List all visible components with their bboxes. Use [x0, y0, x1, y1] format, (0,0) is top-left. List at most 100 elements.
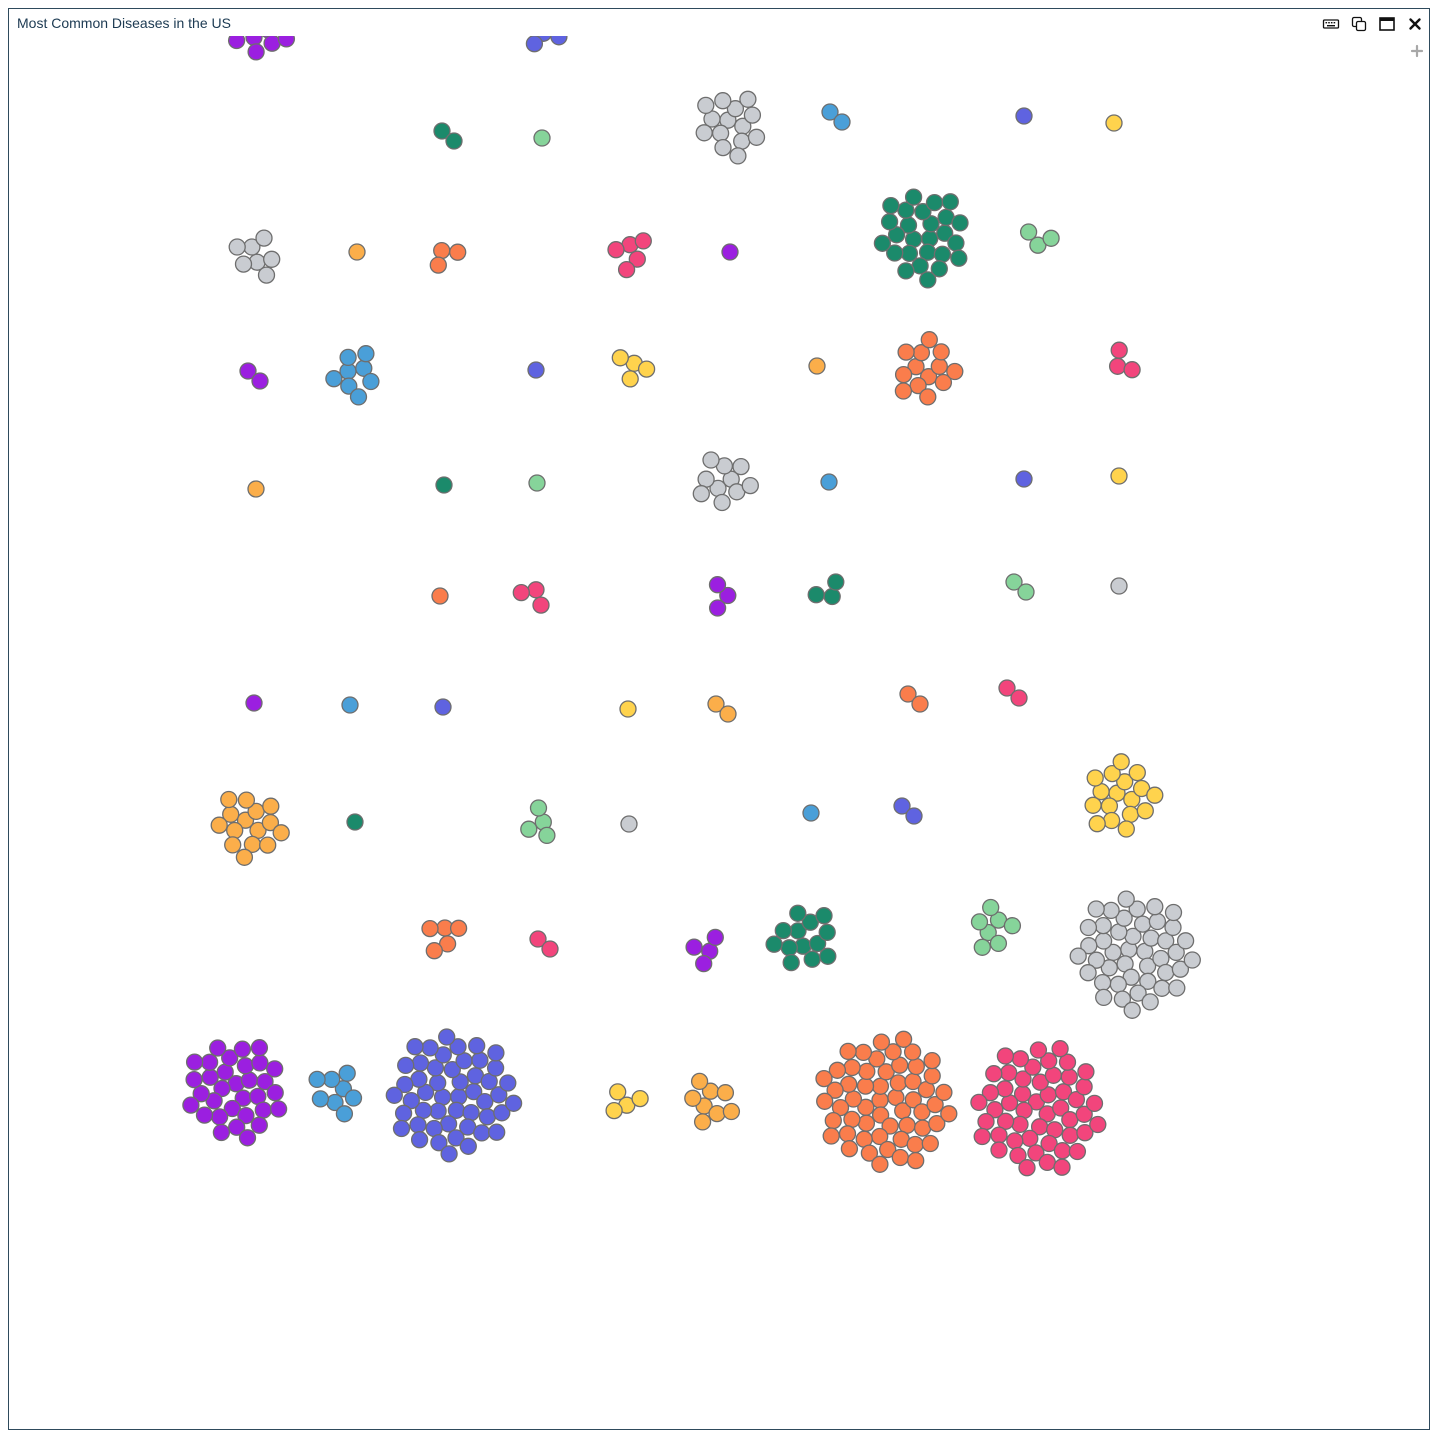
- data-point[interactable]: [237, 1106, 255, 1125]
- data-point[interactable]: [780, 939, 798, 957]
- data-point[interactable]: [923, 1051, 941, 1070]
- data-point[interactable]: [1141, 993, 1159, 1011]
- data-point[interactable]: [362, 372, 380, 391]
- data-point[interactable]: [255, 8, 271, 24]
- data-point[interactable]: [1128, 900, 1146, 918]
- data-point[interactable]: [914, 203, 932, 221]
- data-point[interactable]: [884, 1043, 902, 1061]
- data-point[interactable]: [692, 485, 710, 503]
- data-point[interactable]: [714, 138, 732, 157]
- data-point[interactable]: [394, 1104, 413, 1122]
- data-point[interactable]: [1176, 932, 1195, 950]
- data-point[interactable]: [706, 928, 724, 947]
- data-point[interactable]: [1017, 583, 1035, 601]
- data-point[interactable]: [323, 1070, 341, 1089]
- data-point[interactable]: [425, 942, 443, 960]
- data-point[interactable]: [1042, 229, 1060, 247]
- data-point[interactable]: [702, 451, 720, 469]
- data-point[interactable]: [989, 934, 1008, 953]
- data-point[interactable]: [946, 362, 964, 381]
- data-point[interactable]: [1040, 1134, 1058, 1153]
- data-point[interactable]: [904, 1091, 922, 1109]
- data-point[interactable]: [1015, 470, 1033, 488]
- data-point[interactable]: [449, 1038, 467, 1056]
- data-point[interactable]: [631, 1089, 649, 1108]
- data-point[interactable]: [894, 365, 913, 384]
- data-point[interactable]: [434, 698, 452, 716]
- data-point[interactable]: [1157, 932, 1175, 950]
- data-point[interactable]: [443, 1060, 461, 1079]
- data-point[interactable]: [1005, 573, 1023, 591]
- data-point[interactable]: [1146, 786, 1164, 804]
- data-point[interactable]: [1110, 341, 1128, 359]
- data-point[interactable]: [1040, 1052, 1058, 1070]
- data-point[interactable]: [429, 1102, 447, 1120]
- maximize-button[interactable]: [1377, 14, 1397, 34]
- data-point[interactable]: [1146, 898, 1164, 916]
- data-point[interactable]: [721, 243, 739, 261]
- data-point[interactable]: [545, 14, 561, 30]
- data-point[interactable]: [263, 250, 281, 268]
- data-point[interactable]: [719, 705, 737, 723]
- data-point[interactable]: [338, 1064, 356, 1082]
- data-point[interactable]: [245, 694, 263, 712]
- data-point[interactable]: [490, 1086, 508, 1104]
- data-point[interactable]: [255, 229, 273, 247]
- data-point[interactable]: [1058, 1053, 1077, 1071]
- data-point[interactable]: [541, 940, 559, 958]
- data-point[interactable]: [263, 35, 281, 52]
- data-point[interactable]: [637, 360, 656, 378]
- data-point[interactable]: [899, 685, 917, 703]
- data-point[interactable]: [1009, 1146, 1027, 1165]
- keyboard-button[interactable]: [1321, 14, 1341, 34]
- data-point[interactable]: [431, 587, 449, 605]
- data-point[interactable]: [256, 1072, 274, 1091]
- data-point[interactable]: [708, 576, 727, 594]
- copy-button[interactable]: [1349, 14, 1369, 34]
- data-point[interactable]: [823, 587, 841, 606]
- data-point[interactable]: [860, 1144, 879, 1162]
- data-point[interactable]: [1094, 916, 1112, 935]
- data-point[interactable]: [925, 193, 944, 212]
- data-point[interactable]: [808, 934, 827, 953]
- data-point[interactable]: [325, 370, 343, 388]
- data-point[interactable]: [1061, 1111, 1079, 1129]
- data-point[interactable]: [973, 1127, 991, 1146]
- data-point[interactable]: [1136, 802, 1154, 820]
- data-point[interactable]: [251, 372, 269, 390]
- data-point[interactable]: [998, 679, 1016, 697]
- data-point[interactable]: [339, 348, 357, 367]
- data-point[interactable]: [1027, 1144, 1045, 1162]
- data-point[interactable]: [807, 586, 825, 604]
- data-point[interactable]: [765, 935, 783, 953]
- data-point[interactable]: [1117, 820, 1135, 838]
- data-point[interactable]: [1085, 1094, 1104, 1113]
- data-point[interactable]: [838, 1125, 857, 1143]
- data-point[interactable]: [192, 1085, 210, 1103]
- data-point[interactable]: [833, 113, 851, 131]
- data-point[interactable]: [213, 1079, 231, 1098]
- data-point[interactable]: [831, 1098, 850, 1117]
- data-point[interactable]: [935, 1083, 953, 1102]
- data-point[interactable]: [822, 1127, 840, 1145]
- data-point[interactable]: [1121, 805, 1140, 824]
- data-point[interactable]: [713, 493, 731, 512]
- close-button[interactable]: [1405, 14, 1425, 34]
- data-point[interactable]: [1052, 1099, 1070, 1117]
- data-point[interactable]: [421, 1039, 439, 1057]
- data-point[interactable]: [349, 388, 368, 406]
- data-point[interactable]: [311, 1090, 330, 1108]
- data-point[interactable]: [1054, 1083, 1073, 1101]
- data-point[interactable]: [201, 1068, 219, 1086]
- data-point[interactable]: [243, 0, 259, 16]
- data-point[interactable]: [685, 938, 703, 956]
- data-point[interactable]: [209, 1039, 227, 1057]
- data-point[interactable]: [928, 1114, 946, 1133]
- data-point[interactable]: [478, 1108, 497, 1126]
- data-point[interactable]: [538, 826, 556, 845]
- data-point[interactable]: [1018, 1159, 1036, 1177]
- data-point[interactable]: [1116, 773, 1134, 791]
- data-point[interactable]: [932, 343, 950, 361]
- data-point[interactable]: [981, 1084, 1000, 1102]
- data-point[interactable]: [421, 919, 439, 938]
